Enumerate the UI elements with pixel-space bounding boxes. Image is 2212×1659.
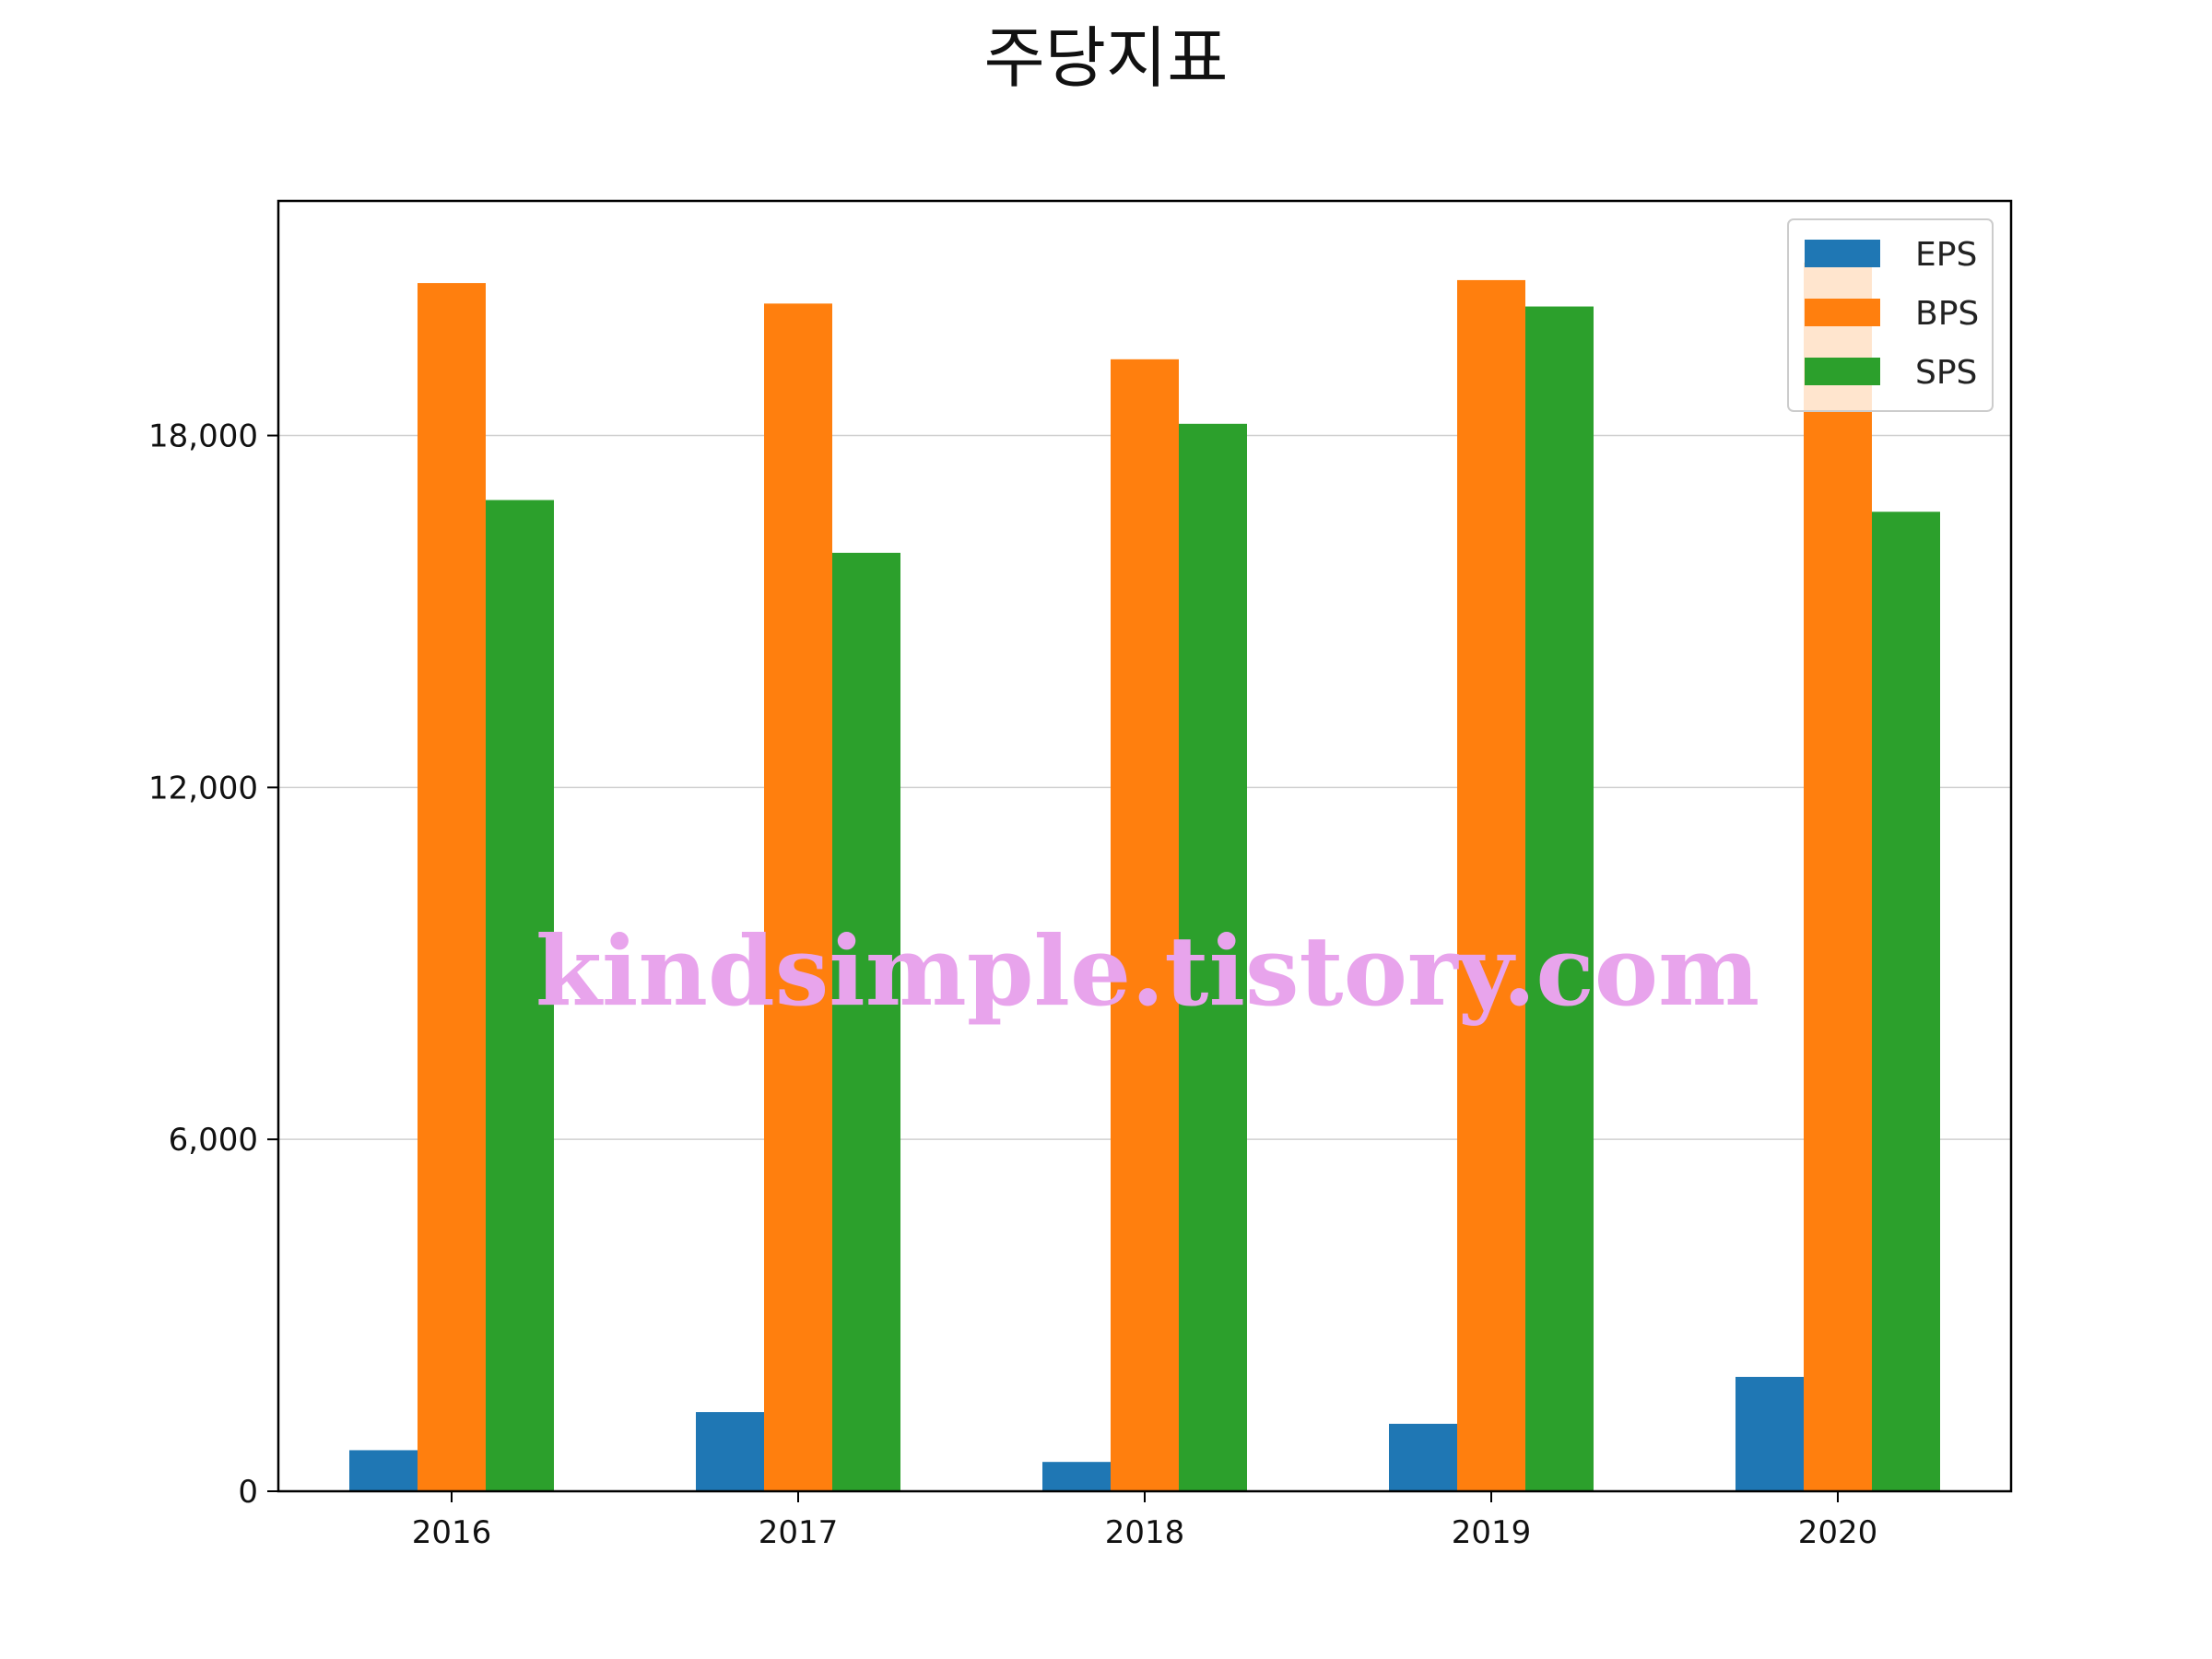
- y-tick-label: 0: [238, 1474, 258, 1511]
- x-tick-label: 2020: [1798, 1514, 1878, 1551]
- bar-sps-2016: [486, 500, 554, 1492]
- bar-eps-2019: [1389, 1423, 1457, 1491]
- x-tick-label: 2017: [759, 1514, 839, 1551]
- legend-swatch-bps: [1805, 299, 1880, 326]
- bar-bps-2017: [764, 303, 832, 1491]
- axes: 0 6,000 12,000 18,000 2016 2017 2018 2019 2020: [148, 418, 1877, 1551]
- legend-swatch-sps: [1805, 358, 1880, 385]
- bar-eps-2016: [349, 1450, 418, 1491]
- bar-sps-2019: [1525, 306, 1594, 1492]
- legend-label-sps: SPS: [1915, 354, 1977, 392]
- x-tick-label: 2016: [412, 1514, 492, 1551]
- bar-eps-2020: [1735, 1376, 1804, 1491]
- legend: EPS BPS SPS: [1787, 218, 1994, 412]
- x-tick-label: 2019: [1452, 1514, 1532, 1551]
- legend-label-bps: BPS: [1915, 295, 1979, 333]
- y-tick-label: 6,000: [169, 1122, 258, 1159]
- bar-sps-2020: [1872, 512, 1940, 1491]
- bar-bps-2018: [1111, 359, 1179, 1492]
- bar-bps-2019: [1457, 279, 1525, 1492]
- legend-label-eps: EPS: [1915, 236, 1977, 274]
- bar-bps-2016: [418, 283, 486, 1491]
- bars: [349, 262, 1940, 1492]
- y-tick-label: 12,000: [148, 770, 258, 806]
- y-tick-label: 18,000: [148, 418, 258, 455]
- bar-eps-2018: [1042, 1462, 1111, 1491]
- bar-sps-2018: [1179, 423, 1247, 1492]
- chart-title: 주당지표: [984, 19, 1229, 97]
- bar-sps-2017: [832, 552, 900, 1491]
- x-tick-label: 2018: [1105, 1514, 1185, 1551]
- bar-eps-2017: [696, 1412, 764, 1491]
- legend-swatch-eps: [1805, 240, 1880, 267]
- bar-bps-2020: [1804, 262, 1872, 1492]
- watermark: kindsimple.tistory.com: [535, 914, 1759, 1028]
